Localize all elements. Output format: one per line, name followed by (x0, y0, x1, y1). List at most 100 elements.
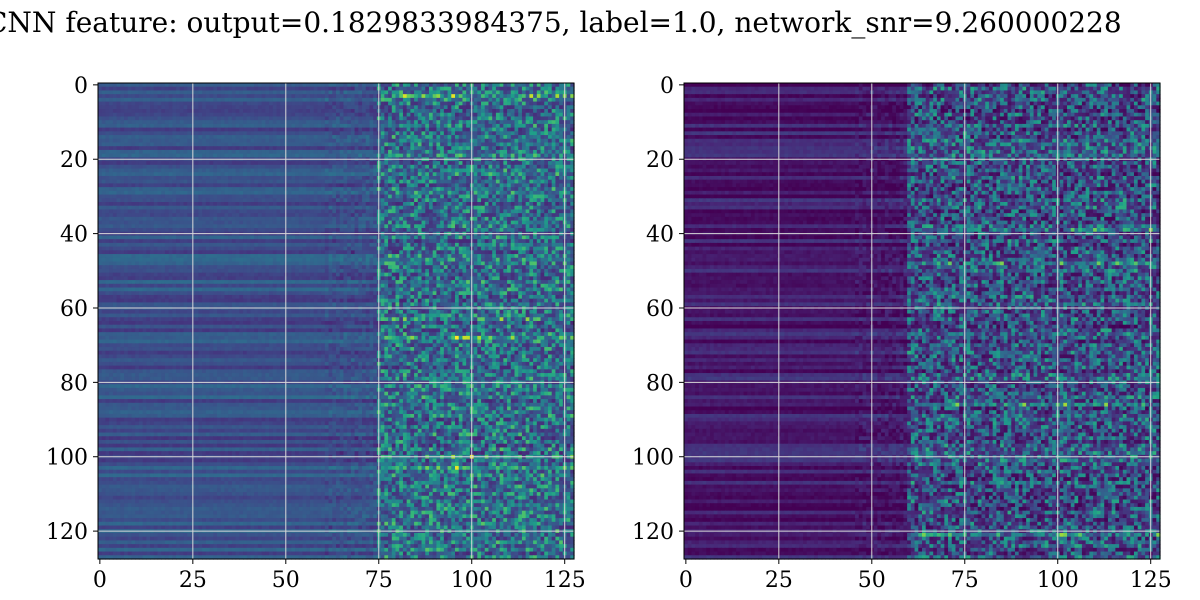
heatmap-cell (529, 213, 533, 217)
heatmap-cell (496, 102, 500, 106)
heatmap-cell (273, 83, 277, 87)
heatmap-cell (567, 98, 571, 102)
heatmap-cell (180, 131, 184, 135)
heatmap-cell (351, 154, 355, 158)
heatmap-cell (548, 150, 552, 154)
heatmap-cell (533, 113, 537, 117)
heatmap-cell (459, 128, 463, 132)
heatmap-cell (247, 187, 251, 191)
heatmap-cell (150, 154, 154, 158)
heatmap-cell (440, 172, 444, 176)
heatmap-cell (269, 187, 273, 191)
heatmap-cell (143, 187, 147, 191)
heatmap-cell (117, 113, 121, 117)
heatmap-cell (522, 187, 526, 191)
heatmap-cell (317, 221, 321, 225)
heatmap-cell (373, 187, 377, 191)
heatmap-cell (351, 161, 355, 165)
heatmap-cell (221, 139, 225, 143)
heatmap-cell (429, 131, 433, 135)
heatmap-cell (161, 169, 165, 173)
heatmap-cell (343, 180, 347, 184)
heatmap-cell (224, 146, 228, 150)
heatmap-cell (567, 202, 571, 206)
heatmap-cell (481, 150, 485, 154)
heatmap-cell (444, 221, 448, 225)
heatmap-cell (533, 135, 537, 139)
heatmap-cell (425, 135, 429, 139)
heatmap-cell (306, 221, 310, 225)
heatmap-cell (503, 172, 507, 176)
heatmap-cell (366, 172, 370, 176)
heatmap-cell (310, 191, 314, 195)
heatmap-cell (239, 105, 243, 109)
heatmap-cell (567, 131, 571, 135)
heatmap-cell (213, 139, 217, 143)
heatmap-cell (232, 143, 236, 147)
heatmap-cell (418, 217, 422, 221)
heatmap-cell (150, 209, 154, 213)
heatmap-cell (477, 113, 481, 117)
heatmap-cell (124, 131, 128, 135)
heatmap-cell (552, 198, 556, 202)
heatmap-cell (347, 98, 351, 102)
heatmap-cell (325, 165, 329, 169)
heatmap-cell (310, 116, 314, 120)
heatmap-cell (526, 202, 530, 206)
heatmap-cell (429, 124, 433, 128)
heatmap-cell (150, 176, 154, 180)
heatmap-cell (303, 105, 307, 109)
heatmap-cell (347, 206, 351, 210)
heatmap-cell (541, 150, 545, 154)
heatmap-cell (232, 94, 236, 98)
heatmap-cell (288, 83, 292, 87)
heatmap-cell (515, 146, 519, 150)
heatmap-cell (518, 90, 522, 94)
heatmap-cell (258, 150, 262, 154)
heatmap-cell (325, 191, 329, 195)
heatmap-cell (198, 176, 202, 180)
heatmap-cell (169, 217, 173, 221)
heatmap-cell (236, 105, 240, 109)
heatmap-cell (250, 98, 254, 102)
heatmap-cell (184, 113, 188, 117)
heatmap-cell (206, 98, 210, 102)
heatmap-cell (555, 191, 559, 195)
heatmap-cell (496, 128, 500, 132)
heatmap-cell (329, 128, 333, 132)
heatmap-cell (451, 183, 455, 187)
heatmap-cell (269, 209, 273, 213)
heatmap-cell (436, 183, 440, 187)
heatmap-cell (161, 195, 165, 199)
heatmap-cell (358, 120, 362, 124)
heatmap-cell (474, 224, 478, 228)
heatmap-cell (150, 120, 154, 124)
heatmap-cell (187, 90, 191, 94)
heatmap-cell (131, 113, 135, 117)
heatmap-cell (180, 128, 184, 132)
heatmap-cell (273, 198, 277, 202)
heatmap-cell (105, 105, 109, 109)
heatmap-cell (496, 180, 500, 184)
heatmap-cell (455, 109, 459, 113)
heatmap-cell (158, 206, 162, 210)
heatmap-cell (355, 113, 359, 117)
heatmap-cell (537, 109, 541, 113)
heatmap-cell (559, 161, 563, 165)
heatmap-cell (474, 209, 478, 213)
heatmap-cell (436, 109, 440, 113)
heatmap-cell (306, 180, 310, 184)
heatmap-cell (169, 165, 173, 169)
heatmap-cell (299, 98, 303, 102)
heatmap-cell (321, 161, 325, 165)
heatmap-cell (526, 176, 530, 180)
heatmap-cell (399, 139, 403, 143)
heatmap-cell (462, 191, 466, 195)
heatmap-cell (273, 161, 277, 165)
heatmap-cell (280, 183, 284, 187)
heatmap-cell (396, 176, 400, 180)
heatmap-cell (336, 169, 340, 173)
heatmap-cell (146, 94, 150, 98)
heatmap-cell (429, 135, 433, 139)
heatmap-cell (425, 213, 429, 217)
